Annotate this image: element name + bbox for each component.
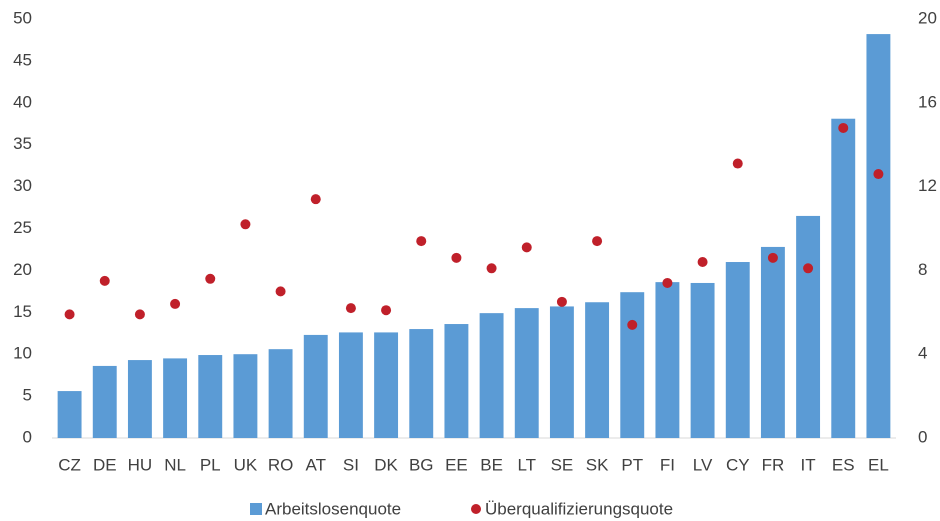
y-tick-label: 40 xyxy=(13,92,32,111)
y-tick-label: 20 xyxy=(13,260,32,279)
legend-label: Arbeitslosenquote xyxy=(265,499,401,518)
dot xyxy=(240,219,251,230)
x-tick-label: CZ xyxy=(58,455,81,474)
bar xyxy=(831,118,856,439)
bar xyxy=(514,308,539,438)
y2-tick-label: 0 xyxy=(918,427,927,446)
dot xyxy=(310,194,321,205)
bar xyxy=(866,34,891,439)
bar xyxy=(163,358,188,438)
y2-tick-label: 4 xyxy=(918,344,927,363)
dot xyxy=(627,319,638,330)
legend-marker xyxy=(471,504,481,514)
dot xyxy=(170,298,181,309)
x-tick-label: LV xyxy=(693,455,713,474)
dot xyxy=(416,236,427,247)
dot xyxy=(381,305,392,316)
bar xyxy=(409,329,434,438)
x-tick-label: ES xyxy=(832,455,855,474)
dot xyxy=(134,309,145,320)
y-tick-label: 25 xyxy=(13,218,32,237)
y-tick-label: 5 xyxy=(23,386,32,405)
dot xyxy=(556,296,567,307)
bar xyxy=(57,391,82,438)
dot xyxy=(486,263,497,274)
x-tick-label: SK xyxy=(586,455,609,474)
y-tick-label: 45 xyxy=(13,50,32,69)
x-tick-label: HU xyxy=(128,455,153,474)
x-tick-label: UK xyxy=(234,455,258,474)
bar xyxy=(198,355,223,438)
dot xyxy=(345,303,356,314)
bar xyxy=(374,332,399,438)
x-tick-label: IT xyxy=(801,455,816,474)
dot xyxy=(767,252,778,263)
bar xyxy=(444,324,469,438)
y2-tick-label: 16 xyxy=(918,92,937,111)
dot xyxy=(99,275,110,286)
bar xyxy=(585,302,610,438)
bar xyxy=(796,215,821,438)
x-tick-label: FR xyxy=(762,455,785,474)
bar xyxy=(655,282,680,438)
dot xyxy=(838,122,849,133)
bar xyxy=(268,349,293,438)
dot xyxy=(521,242,532,253)
legend-label: Überqualifizierungsquote xyxy=(485,499,673,518)
x-tick-label: RO xyxy=(268,455,294,474)
x-tick-label: DE xyxy=(93,455,117,474)
x-tick-label: CY xyxy=(726,455,750,474)
dot xyxy=(64,309,75,320)
bar xyxy=(127,360,152,438)
bar xyxy=(760,246,785,438)
bar xyxy=(338,332,363,438)
x-tick-label: SE xyxy=(551,455,574,474)
dot xyxy=(873,169,884,180)
y2-tick-label: 8 xyxy=(918,260,927,279)
bar xyxy=(92,365,117,438)
y-tick-label: 10 xyxy=(13,344,32,363)
bar xyxy=(725,262,750,438)
bar xyxy=(233,354,258,438)
y-tick-label: 0 xyxy=(23,427,32,446)
bar xyxy=(549,306,574,438)
dot xyxy=(205,273,216,284)
x-tick-label: LT xyxy=(517,455,536,474)
x-tick-label: DK xyxy=(374,455,398,474)
y2-tick-label: 12 xyxy=(918,176,937,195)
x-tick-label: PL xyxy=(200,455,221,474)
y2-tick-label: 20 xyxy=(918,8,937,27)
bar xyxy=(620,292,645,438)
x-tick-label: NL xyxy=(164,455,186,474)
dot xyxy=(275,286,286,297)
dot xyxy=(662,277,673,288)
dot xyxy=(732,158,743,169)
y-tick-label: 50 xyxy=(13,8,32,27)
x-tick-label: AT xyxy=(306,455,326,474)
x-tick-label: EE xyxy=(445,455,468,474)
y-tick-label: 15 xyxy=(13,302,32,321)
dot xyxy=(451,252,462,263)
bar xyxy=(479,313,504,438)
bar xyxy=(303,334,328,438)
x-tick-label: PT xyxy=(621,455,643,474)
x-tick-label: SI xyxy=(343,455,359,474)
x-tick-label: BE xyxy=(480,455,503,474)
x-tick-label: EL xyxy=(868,455,889,474)
legend-marker xyxy=(250,503,262,515)
y-tick-label: 35 xyxy=(13,134,32,153)
y-tick-label: 30 xyxy=(13,176,32,195)
x-tick-label: BG xyxy=(409,455,434,474)
dot xyxy=(697,257,708,268)
dot xyxy=(803,263,814,274)
x-tick-label: FI xyxy=(660,455,675,474)
bar xyxy=(690,282,715,438)
dot xyxy=(592,236,603,247)
